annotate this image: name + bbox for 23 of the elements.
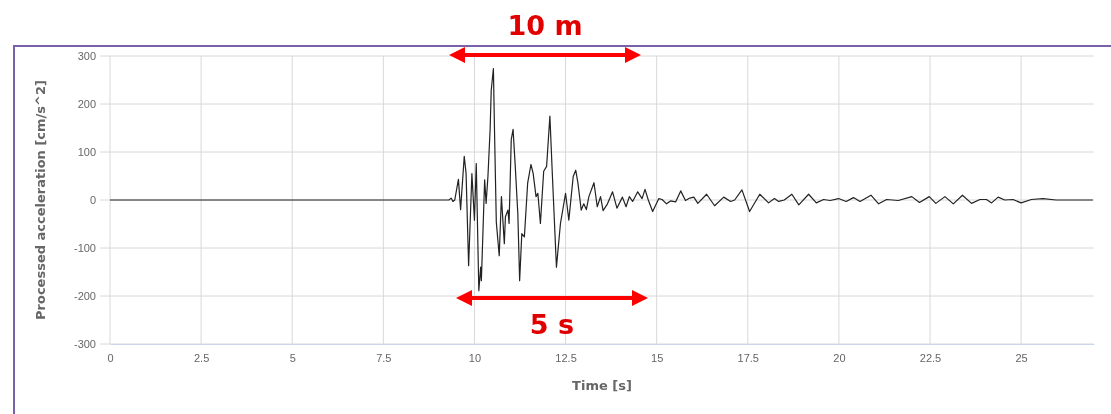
x-axis-title: Time [s] [572, 378, 632, 393]
x-tick-label: 12.5 [555, 351, 577, 364]
y-tick-label: 200 [77, 98, 96, 111]
x-tick-label: 0 [107, 351, 114, 364]
y-axis-title: Processed acceleration [cm/s^2] [33, 80, 48, 320]
line-series [109, 67, 1094, 292]
x-tick-label: 7.5 [376, 351, 392, 364]
y-tick-label: -300 [73, 338, 96, 351]
x-tick-label: 5 [289, 351, 296, 364]
x-tick-label: 2.5 [193, 351, 210, 364]
y-tick-label: 0 [89, 194, 96, 207]
y-tick-label: 300 [77, 50, 96, 63]
x-tick-label: 25 [1015, 351, 1028, 364]
x-tick-label: 10 [468, 351, 482, 364]
annotation: 5 s [529, 309, 575, 340]
x-tick-label: 15 [651, 351, 664, 364]
y-tick-label: -100 [73, 242, 96, 255]
y-tick-label: -200 [73, 290, 96, 303]
x-tick-label: 20 [833, 351, 846, 364]
y-tick-label: 100 [77, 146, 96, 159]
text: 10 m [507, 10, 583, 41]
x-tick-label: 22.5 [919, 351, 942, 364]
x-tick-label: 17.5 [737, 351, 759, 364]
